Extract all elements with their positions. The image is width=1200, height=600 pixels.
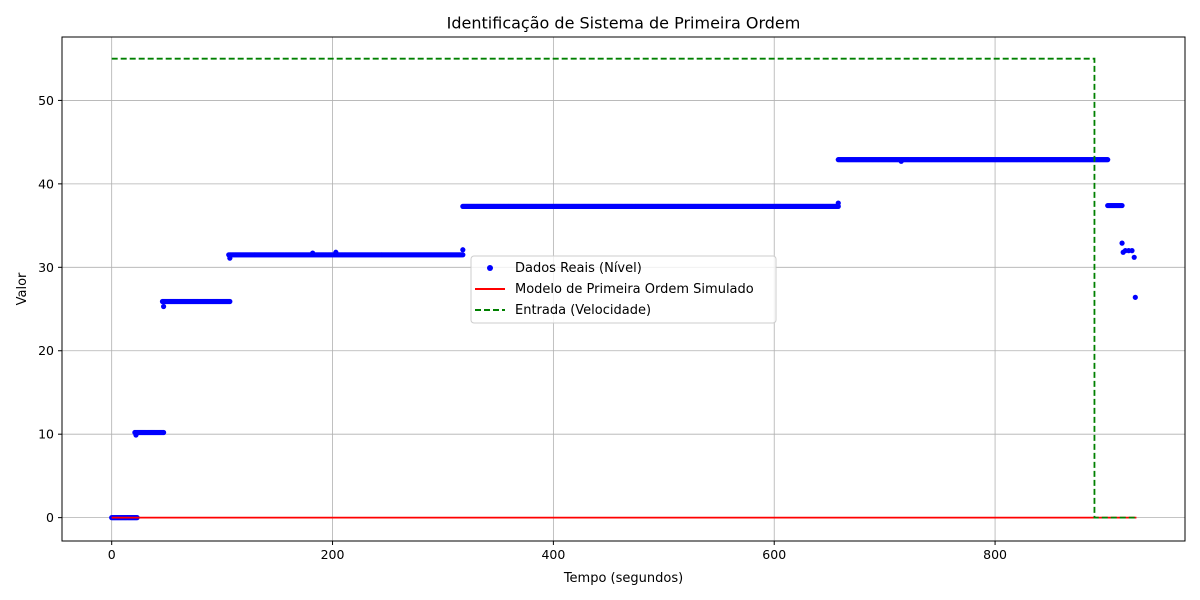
series-dados-reais (109, 157, 1138, 521)
data-point (333, 249, 339, 255)
data-point (898, 158, 904, 164)
data-point (1129, 248, 1135, 254)
x-axis-label: Tempo (segundos) (563, 571, 683, 586)
legend-label-entrada: Entrada (Velocidade) (515, 303, 651, 318)
series-entrada-line (111, 57, 1137, 519)
data-point (133, 432, 139, 438)
y-axis-label: Valor (15, 272, 30, 305)
data-point (1131, 254, 1137, 260)
x-tick-label: 800 (983, 547, 1007, 562)
y-tick-label: 40 (38, 176, 54, 191)
legend: Dados Reais (Nível) Modelo de Primeira O… (470, 255, 777, 324)
legend-frame (470, 255, 777, 324)
chart-title: Identificação de Sistema de Primeira Ord… (447, 14, 801, 33)
y-tick-label: 10 (38, 427, 54, 442)
x-tick-label: 600 (762, 547, 786, 562)
data-point (1119, 202, 1125, 209)
x-tick-label: 0 (108, 547, 116, 562)
plot-area (109, 57, 1138, 521)
legend-marker-dados-reais (487, 265, 493, 271)
data-point (227, 298, 233, 305)
data-point (1132, 294, 1138, 300)
data-point (160, 429, 167, 436)
data-point (460, 247, 466, 253)
y-tick-label: 30 (38, 260, 54, 275)
data-point (460, 252, 466, 258)
legend-label-modelo: Modelo de Primeira Ordem Simulado (515, 282, 754, 297)
plot-frame (61, 36, 1186, 542)
data-point (310, 250, 316, 256)
axes-ticks: 0 200 400 600 800 0 10 20 30 40 50 (38, 93, 1007, 562)
data-point (227, 255, 233, 261)
data-point (835, 200, 841, 206)
data-point (160, 303, 167, 310)
y-tick-label: 20 (38, 343, 54, 358)
y-tick-label: 0 (46, 510, 54, 525)
legend-label-dados-reais: Dados Reais (Nível) (515, 261, 642, 276)
y-tick-label: 50 (38, 93, 54, 108)
data-point (1119, 240, 1125, 246)
x-tick-label: 400 (541, 547, 565, 562)
x-tick-label: 200 (321, 547, 345, 562)
data-point (1105, 157, 1111, 163)
